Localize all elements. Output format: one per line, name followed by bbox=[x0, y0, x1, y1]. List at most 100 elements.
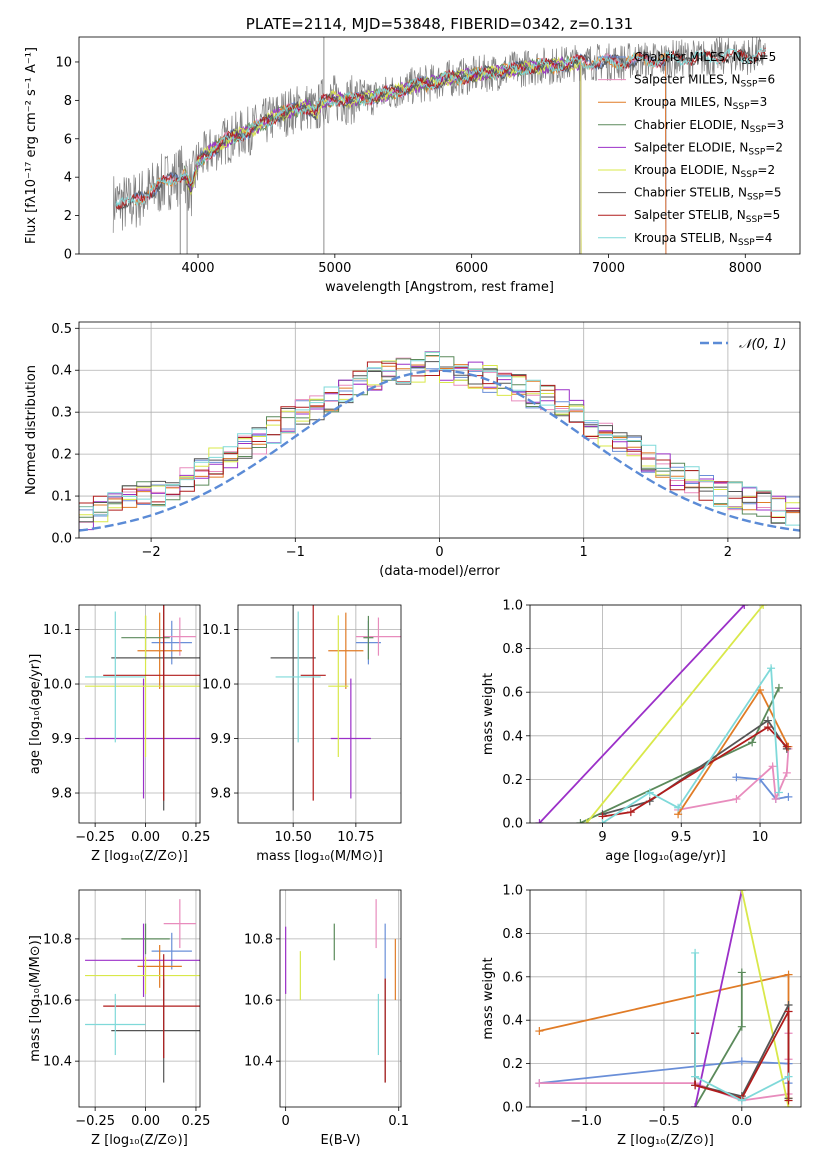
x-tick-label: 0.00 bbox=[131, 1114, 160, 1129]
weight-marker-chabrier_elodie bbox=[737, 1022, 746, 1031]
legend-label: Kroupa MILES, N bbox=[634, 95, 733, 109]
axes-frame bbox=[78, 36, 801, 255]
y-axis-label: Flux [fλ10⁻¹⁷ erg cm⁻² s⁻¹ A⁻¹] bbox=[24, 47, 39, 244]
x-axis-label: mass [log₁₀(M/M⊙)] bbox=[256, 849, 383, 864]
legend-subscript: SSP bbox=[733, 102, 750, 112]
axes-mass-vs-Z: −0.25 0.00 0.25 10.4 10.6 10.8 Z [log₁₀(Z/Z⊙)]… bbox=[28, 889, 210, 1148]
y-tick-label: 10.8 bbox=[244, 932, 273, 947]
axes-residuals: −2 −1 0 1 2 0.0 0.1 0.2 0.3 0.4 0.5 (data-model)/er… bbox=[24, 321, 801, 579]
x-tick-label: 10.75 bbox=[337, 830, 374, 845]
histogram-kroupa_miles bbox=[79, 355, 800, 518]
y-tick-label: 10.8 bbox=[43, 932, 72, 947]
y-axis-label: age [log₁₀(age/yr)] bbox=[28, 654, 43, 775]
histogram-salpeter_miles bbox=[79, 357, 800, 523]
x-axis-label: (data-model)/error bbox=[379, 564, 500, 579]
x-tick-label: 0 bbox=[435, 545, 443, 560]
x-tick-label: −1.0 bbox=[570, 1114, 602, 1129]
weight-marker-kroupa_miles bbox=[535, 1027, 544, 1036]
legend-label: Chabrier STELIB, N bbox=[634, 186, 747, 200]
axes-spectrum: 4000 5000 6000 7000 8000 0 2 4 6 8 10 wavelength [A… bbox=[24, 15, 801, 295]
legend-value: =4 bbox=[755, 231, 773, 245]
model-salpeter_stelib bbox=[115, 47, 766, 210]
normal-curve bbox=[79, 369, 800, 532]
y-axis-label: mass weight bbox=[481, 673, 496, 755]
weight-marker-kroupa_stelib bbox=[645, 788, 654, 797]
legend-entry: 𝒩(0, 1) bbox=[739, 337, 786, 352]
x-tick-label: −2 bbox=[142, 545, 161, 560]
x-tick-label: 10 bbox=[752, 830, 769, 845]
weight-marker-salpeter_miles bbox=[771, 795, 780, 804]
y-axis-label: mass [log₁₀(M/M⊙)] bbox=[28, 935, 43, 1062]
y-tick-label: 0.2 bbox=[51, 448, 72, 463]
y-tick-label: 8 bbox=[64, 94, 72, 109]
legend-subscript: SSP bbox=[741, 170, 758, 180]
weight-marker-salpeter_miles bbox=[732, 795, 741, 804]
histogram-kroupa_elodie bbox=[79, 351, 800, 523]
axes-mass-vs-ebv: 0 0.1 10.4 10.6 10.8 E(B-V) bbox=[244, 889, 409, 1148]
histogram-salpeter_stelib bbox=[79, 361, 800, 522]
x-tick-label: 0.25 bbox=[181, 1114, 210, 1129]
x-tick-label: −0.25 bbox=[75, 830, 115, 845]
x-tick-label: 0.25 bbox=[181, 830, 210, 845]
x-tick-label: −0.25 bbox=[75, 1114, 115, 1129]
y-tick-label: 10.1 bbox=[202, 623, 231, 638]
x-tick-label: 9 bbox=[598, 830, 606, 845]
legend-value: =2 bbox=[757, 163, 775, 177]
legend-value: =5 bbox=[763, 208, 781, 222]
x-tick-label: 10.50 bbox=[275, 830, 312, 845]
weight-marker-salpeter_elodie bbox=[535, 819, 544, 823]
plot-area bbox=[285, 899, 396, 1083]
x-axis-label: Z [log₁₀(Z/Z⊙)] bbox=[91, 1133, 188, 1148]
weight-line-kroupa_stelib bbox=[694, 952, 789, 1102]
weight-marker-kroupa_elodie bbox=[737, 890, 746, 894]
y-tick-label: 10.1 bbox=[43, 623, 72, 638]
weight-marker-kroupa_elodie bbox=[759, 605, 768, 609]
legend-label: Kroupa STELIB, N bbox=[634, 231, 738, 245]
y-tick-label: 0.3 bbox=[51, 406, 72, 421]
y-tick-label: 10.4 bbox=[244, 1055, 273, 1070]
legend-subscript: SSP bbox=[747, 193, 764, 203]
y-tick-label: 10.4 bbox=[43, 1055, 72, 1070]
weight-marker-kroupa_stelib bbox=[674, 803, 683, 812]
y-tick-label: 0.6 bbox=[502, 970, 523, 985]
weight-marker-chabrier_elodie bbox=[748, 738, 757, 747]
legend-entry: Salpeter STELIB, NSSP=5 bbox=[634, 208, 780, 225]
weight-marker-salpeter_stelib bbox=[763, 723, 772, 732]
y-tick-label: 0.0 bbox=[502, 1101, 523, 1116]
axes-frame bbox=[529, 889, 802, 1108]
x-tick-label: 0.00 bbox=[131, 830, 160, 845]
y-tick-label: 10.0 bbox=[43, 678, 72, 693]
y-tick-label: 4 bbox=[64, 171, 72, 186]
y-axis-label: Normed distribution bbox=[24, 365, 39, 495]
weight-marker-salpeter_elodie bbox=[691, 1103, 700, 1107]
x-axis-label: Z [log₁₀(Z/Z⊙)] bbox=[617, 1133, 714, 1148]
legend-subscript: SSP bbox=[750, 125, 767, 135]
legend-subscript: SSP bbox=[748, 147, 765, 157]
weight-marker-salpeter_elodie bbox=[740, 605, 749, 609]
x-tick-label: 4000 bbox=[181, 261, 214, 276]
histogram-kroupa_stelib bbox=[79, 351, 800, 526]
weight-marker-chabrier_miles bbox=[737, 1057, 746, 1066]
weight-marker-salpeter_stelib bbox=[784, 1007, 793, 1016]
legend-value: =5 bbox=[759, 50, 777, 64]
weight-marker-salpeter_stelib bbox=[784, 1096, 793, 1105]
weight-line-kroupa_elodie bbox=[740, 890, 790, 1107]
weight-line-salpeter_stelib bbox=[602, 725, 788, 818]
weight-line-chabrier_miles bbox=[736, 776, 789, 800]
weight-marker-salpeter_stelib bbox=[626, 808, 635, 817]
weight-marker-chabrier_elodie bbox=[576, 819, 585, 823]
legend-entry: Chabrier ELODIE, NSSP=3 bbox=[634, 118, 784, 135]
legend-label: Salpeter STELIB, N bbox=[634, 208, 746, 222]
legend-label: Salpeter MILES, N bbox=[634, 73, 741, 87]
plot-area bbox=[535, 890, 793, 1107]
x-tick-label: 0.1 bbox=[388, 1114, 409, 1129]
axes-weight-vs-Z: −1.0 −0.5 0.0 0.0 0.2 0.4 0.6 0.8 1.0 Z [log₁₀(Z/… bbox=[481, 884, 802, 1148]
legend-label: Chabrier MILES, N bbox=[634, 50, 742, 64]
x-tick-label: 1 bbox=[580, 545, 588, 560]
weight-marker-chabrier_elodie bbox=[737, 968, 746, 977]
axes-frame bbox=[78, 889, 201, 1108]
weight-marker-salpeter_stelib bbox=[782, 742, 791, 751]
legend-label: Salpeter ELODIE, N bbox=[634, 140, 748, 154]
y-tick-label: 10 bbox=[55, 55, 72, 70]
